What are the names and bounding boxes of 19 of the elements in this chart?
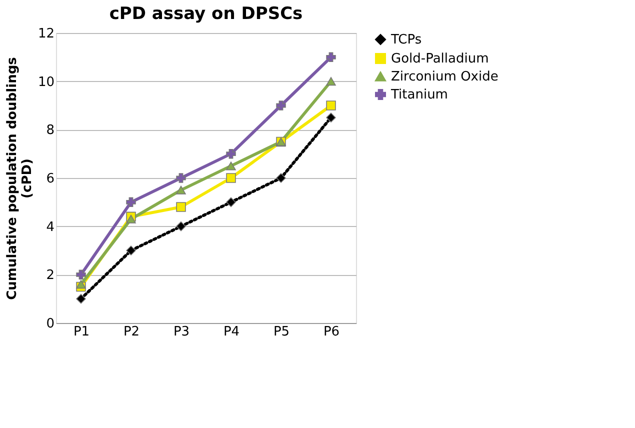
legend-label: Zirconium Oxide (391, 70, 498, 84)
legend-label: Gold-Palladium (391, 52, 489, 66)
y-tick-label: 12 (38, 26, 54, 42)
y-tick-label: 6 (46, 172, 54, 186)
y-tick-label: 4 (46, 220, 54, 235)
y-tick-label: 8 (46, 123, 54, 138)
x-tick-label: P6 (323, 324, 340, 340)
legend-label: TCPs (390, 32, 422, 48)
y-axis-title: Cumulative population doublings (cPD) (4, 56, 35, 300)
x-tick-label: P2 (123, 324, 140, 340)
chart-title: cPD assay on DPSCs (109, 4, 303, 24)
legend-label: Titanium (390, 88, 448, 102)
y-tick-label: 0 (46, 316, 54, 332)
x-tick-label: P5 (273, 324, 290, 340)
x-tick-label: P4 (223, 324, 240, 340)
y-tick-label: 2 (46, 268, 54, 284)
y-tick-label: 10 (38, 74, 54, 90)
x-tick-label: P3 (173, 324, 190, 340)
x-tick-label: P1 (73, 324, 90, 340)
